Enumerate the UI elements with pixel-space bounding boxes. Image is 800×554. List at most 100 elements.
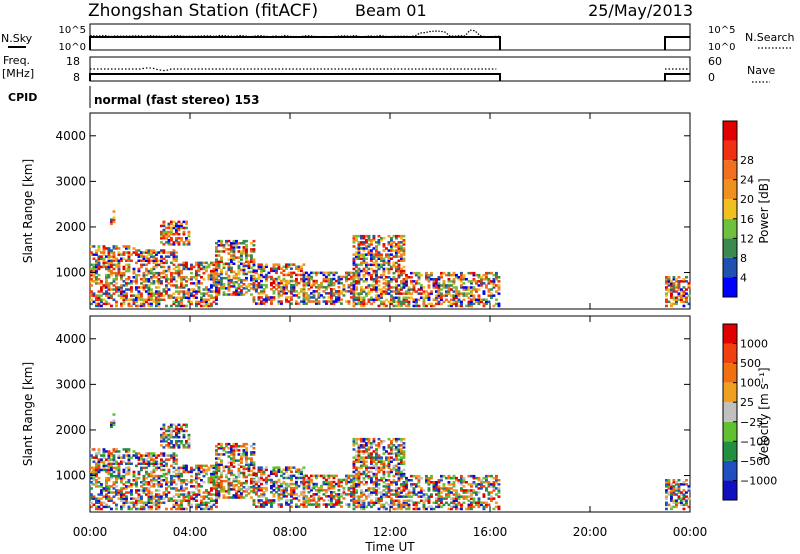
echo-cell <box>127 491 131 494</box>
echo-cell <box>437 499 441 502</box>
echo-cell <box>245 442 248 446</box>
echo-cell <box>280 474 283 478</box>
echo-cell <box>325 505 328 508</box>
echo-cell <box>102 448 106 451</box>
echo-cell <box>200 485 203 488</box>
echo-cell <box>185 292 188 295</box>
echo-cell <box>250 451 253 454</box>
echo-cell <box>335 279 338 283</box>
echo-cell <box>402 284 406 287</box>
echo-cell <box>442 497 446 500</box>
echo-cell <box>382 481 386 484</box>
echo-cell <box>340 480 343 484</box>
echo-cell <box>137 269 141 273</box>
echo-cell <box>160 261 163 265</box>
echo-cell <box>215 274 218 278</box>
echo-cell <box>232 451 236 454</box>
echo-cell <box>107 452 111 455</box>
echo-cell <box>112 470 116 474</box>
echo-cell <box>397 503 401 507</box>
echo-cell <box>95 276 98 279</box>
echo-cell <box>175 433 178 437</box>
echo-cell <box>365 241 368 244</box>
echo-cell <box>407 300 411 304</box>
echo-cell <box>490 294 493 297</box>
echo-cell <box>667 491 671 494</box>
echo-cell <box>240 488 243 491</box>
freq-strip-frame <box>89 56 691 82</box>
echo-cell <box>230 481 233 485</box>
echo-cell <box>240 496 243 499</box>
echo-cell <box>665 485 668 488</box>
echo-cell <box>497 479 501 482</box>
echo-cell <box>237 469 241 473</box>
echo-cell <box>307 277 311 281</box>
echo-cell <box>497 483 501 486</box>
echo-cell <box>120 491 123 494</box>
echo-cell <box>352 444 356 447</box>
echo-cell <box>330 486 333 490</box>
echo-cell <box>275 474 278 478</box>
echo-cell <box>227 278 231 282</box>
echo-cell <box>487 282 491 285</box>
echo-cell <box>175 435 178 439</box>
echo-cell <box>352 466 356 470</box>
echo-cell <box>380 296 383 299</box>
echo-cell <box>122 448 126 451</box>
echo-cell <box>175 468 178 472</box>
echo-cell <box>380 468 383 472</box>
echo-cell <box>150 462 153 465</box>
echo-cell <box>265 263 268 266</box>
echo-cell <box>175 298 178 301</box>
echo-cell <box>115 448 118 451</box>
echo-cell <box>382 470 386 474</box>
echo-cell <box>397 255 401 258</box>
echo-cell <box>237 272 241 276</box>
echo-cell <box>427 298 431 301</box>
echo-cell <box>165 261 168 265</box>
echo-cell <box>227 285 231 288</box>
echo-cell <box>307 478 311 482</box>
echo-cell <box>127 507 131 511</box>
echo-cell <box>105 464 108 468</box>
echo-cell <box>235 475 238 479</box>
echo-cell <box>317 491 321 494</box>
echo-cell <box>137 456 141 459</box>
echo-cell <box>427 499 431 502</box>
echo-cell <box>127 276 131 279</box>
echo-cell <box>420 273 423 277</box>
echo-cell <box>357 454 361 457</box>
echo-cell <box>272 480 276 484</box>
echo-cell <box>162 468 166 472</box>
echo-cell <box>677 479 681 482</box>
echo-cell <box>377 437 381 441</box>
echo-cell <box>227 481 231 485</box>
echo-cell <box>397 243 401 246</box>
echo-cell <box>250 266 253 270</box>
echo-cell <box>687 489 691 492</box>
echo-cell <box>252 453 256 456</box>
echo-cell <box>482 298 486 301</box>
echo-cell <box>217 477 221 481</box>
echo-cell <box>205 265 208 269</box>
echo-cell <box>177 286 181 289</box>
echo-cell <box>437 302 441 306</box>
echo-cell <box>100 294 103 297</box>
echo-cell <box>127 448 131 451</box>
echo-cell <box>447 290 451 293</box>
echo-cell <box>290 489 293 492</box>
echo-cell <box>122 456 126 459</box>
echo-cell <box>392 489 396 492</box>
echo-cell <box>367 243 371 246</box>
y-tick-label: 4000 <box>55 332 86 346</box>
echo-cell <box>390 245 393 248</box>
echo-cell <box>215 262 218 265</box>
echo-cell <box>217 239 221 243</box>
echo-cell <box>220 258 223 261</box>
echo-cell <box>375 278 378 281</box>
echo-cell <box>115 300 118 304</box>
echo-cell <box>170 228 173 232</box>
echo-cell <box>482 507 486 511</box>
echo-cell <box>472 497 476 500</box>
echo-cell <box>90 253 93 256</box>
